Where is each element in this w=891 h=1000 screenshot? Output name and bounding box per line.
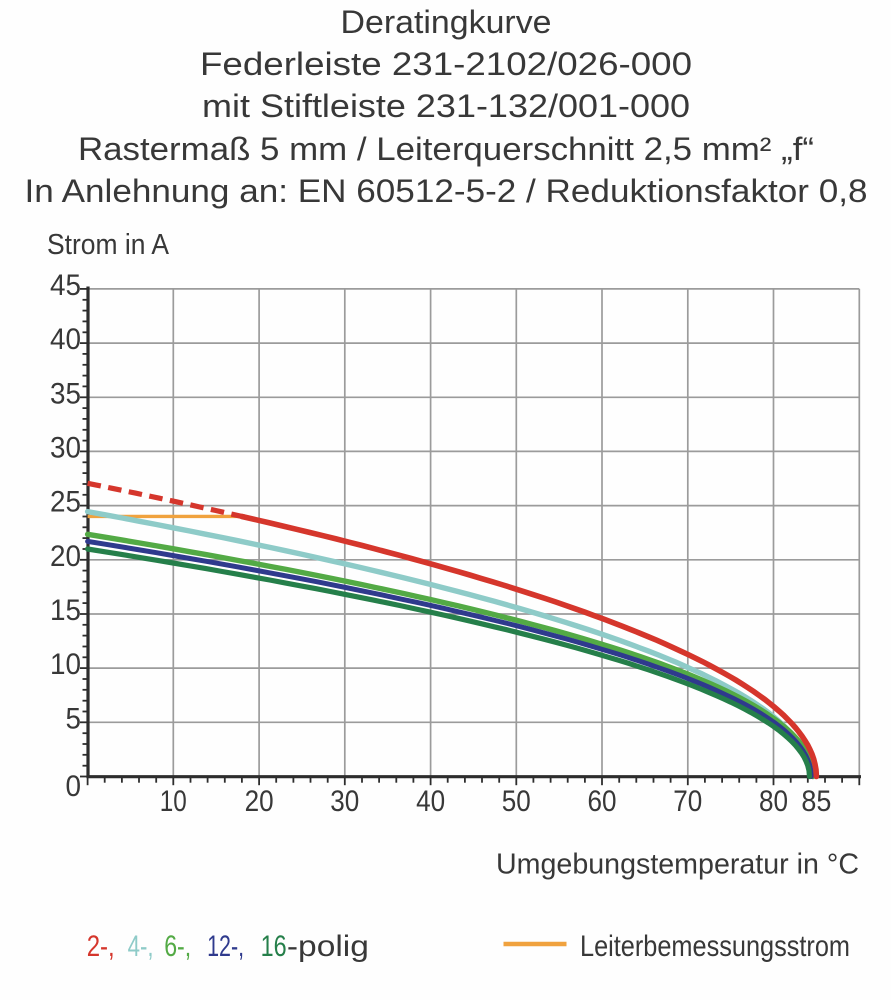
svg-text:45: 45 [50,269,81,302]
svg-text:20: 20 [50,540,81,573]
svg-text:35: 35 [50,377,81,410]
svg-text:Leiterbemessungsstrom: Leiterbemessungsstrom [580,930,850,963]
svg-text:2-,: 2-, [87,930,115,963]
svg-text:85: 85 [801,785,831,818]
svg-text:mit Stiftleiste 231-132/001-00: mit Stiftleiste 231-132/001-000 [202,88,690,124]
svg-text:12-,: 12-, [207,930,244,963]
svg-text:80: 80 [759,785,788,818]
svg-text:4-,: 4-, [128,930,154,963]
svg-text:15: 15 [50,594,81,627]
svg-text:16: 16 [261,930,287,963]
svg-text:10: 10 [160,785,187,818]
svg-text:30: 30 [330,785,359,818]
svg-text:60: 60 [588,785,617,818]
svg-text:20: 20 [245,785,274,818]
svg-text:5: 5 [66,702,82,735]
svg-text:70: 70 [673,785,702,818]
svg-text:25: 25 [50,486,81,519]
svg-text:Umgebungstemperatur in °C: Umgebungstemperatur in °C [496,849,859,881]
svg-text:Rastermaß 5 mm / Leiterquersch: Rastermaß 5 mm / Leiterquerschnitt 2,5 m… [78,131,814,167]
svg-text:In Anlehnung an: EN 60512-5-2: In Anlehnung an: EN 60512-5-2 / Reduktio… [25,173,868,209]
svg-text:6-,: 6-, [164,930,191,963]
svg-text:Deratingkurve: Deratingkurve [341,4,552,40]
svg-text:Strom in A: Strom in A [47,229,170,261]
svg-text:40: 40 [416,785,445,818]
svg-text:Federleiste 231-2102/026-000: Federleiste 231-2102/026-000 [200,46,692,82]
svg-text:10: 10 [50,648,81,681]
svg-text:0: 0 [66,770,82,803]
svg-text:-polig: -polig [287,930,369,963]
svg-text:50: 50 [502,785,531,818]
svg-text:30: 30 [50,431,81,464]
svg-text:40: 40 [50,323,81,356]
